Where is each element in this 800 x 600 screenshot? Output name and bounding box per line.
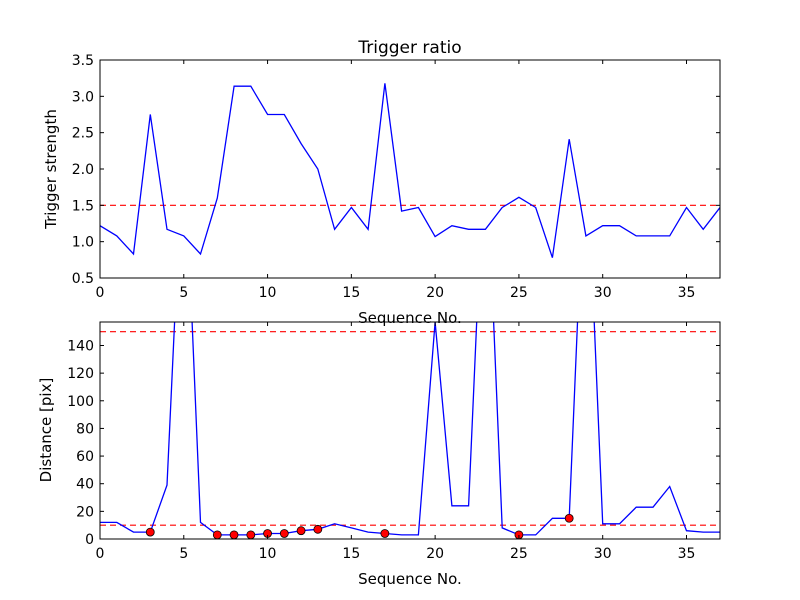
x-tick-label: 30 [594,285,612,301]
y-tick-label: 20 [76,504,94,520]
y-axis-label: Distance [pix] [37,378,55,483]
series-lines [100,322,720,536]
y-axis-ticks: 0 20 40 60 80 100 120 140 [67,338,720,548]
y-tick-label: 2.0 [72,162,94,178]
y-axis-label: Trigger strength [42,109,60,230]
y-tick-label: 140 [67,338,94,354]
y-tick-label: 2.5 [72,126,94,142]
x-tick-label: 5 [179,285,188,301]
y-tick-label: 60 [76,449,94,465]
y-tick-label: 3.5 [72,53,94,69]
y-tick-label: 1.0 [72,235,94,251]
series-lines [100,83,720,258]
x-tick-label: 25 [510,285,528,301]
y-tick-label: 120 [67,366,94,382]
x-tick-label: 5 [179,546,188,562]
x-tick-label: 30 [594,546,612,562]
y-tick-label: 80 [76,421,94,437]
series-line [100,83,720,258]
y-tick-label: 0.5 [72,271,94,287]
y-axis-ticks: 0.5 1.0 1.5 2.0 2.5 3.0 3.5 [72,53,720,287]
x-axis-label: Sequence No. [358,309,462,327]
x-tick-label: 15 [342,546,360,562]
x-tick-label: 0 [96,546,105,562]
x-axis-ticks: 0 5 10 15 20 25 30 35 [96,60,696,301]
event-marker [212,530,222,540]
event-marker [313,524,323,534]
event-marker [296,526,306,536]
event-marker [380,529,390,538]
x-tick-label: 10 [259,285,277,301]
x-tick-label: 35 [678,285,696,301]
x-tick-label: 10 [259,546,277,562]
chart-title: Trigger ratio [357,38,461,58]
y-tick-label: 40 [76,477,94,493]
x-tick-label: 25 [510,546,528,562]
chart-distance: 0 5 10 15 20 25 30 35 0 20 40 60 80 100 120 140 Sequen… [37,321,721,588]
y-tick-label: 1.5 [72,198,94,214]
x-tick-label: 35 [678,546,696,562]
y-tick-label: 0 [85,532,94,548]
event-marker [564,513,574,523]
x-tick-label: 0 [96,285,105,301]
event-marker [246,530,256,540]
plot-frame [99,321,721,540]
x-tick-label: 20 [426,546,444,562]
event-marker [229,530,239,540]
y-tick-label: 100 [67,394,94,410]
x-axis-label: Sequence No. [358,570,462,588]
x-axis-ticks: 0 5 10 15 20 25 30 35 [96,322,696,562]
event-marker [279,529,289,538]
x-tick-label: 15 [342,285,360,301]
y-tick-label: 3.0 [72,89,94,105]
event-marker [145,527,155,537]
series-line [100,322,720,536]
x-tick-label: 20 [426,285,444,301]
